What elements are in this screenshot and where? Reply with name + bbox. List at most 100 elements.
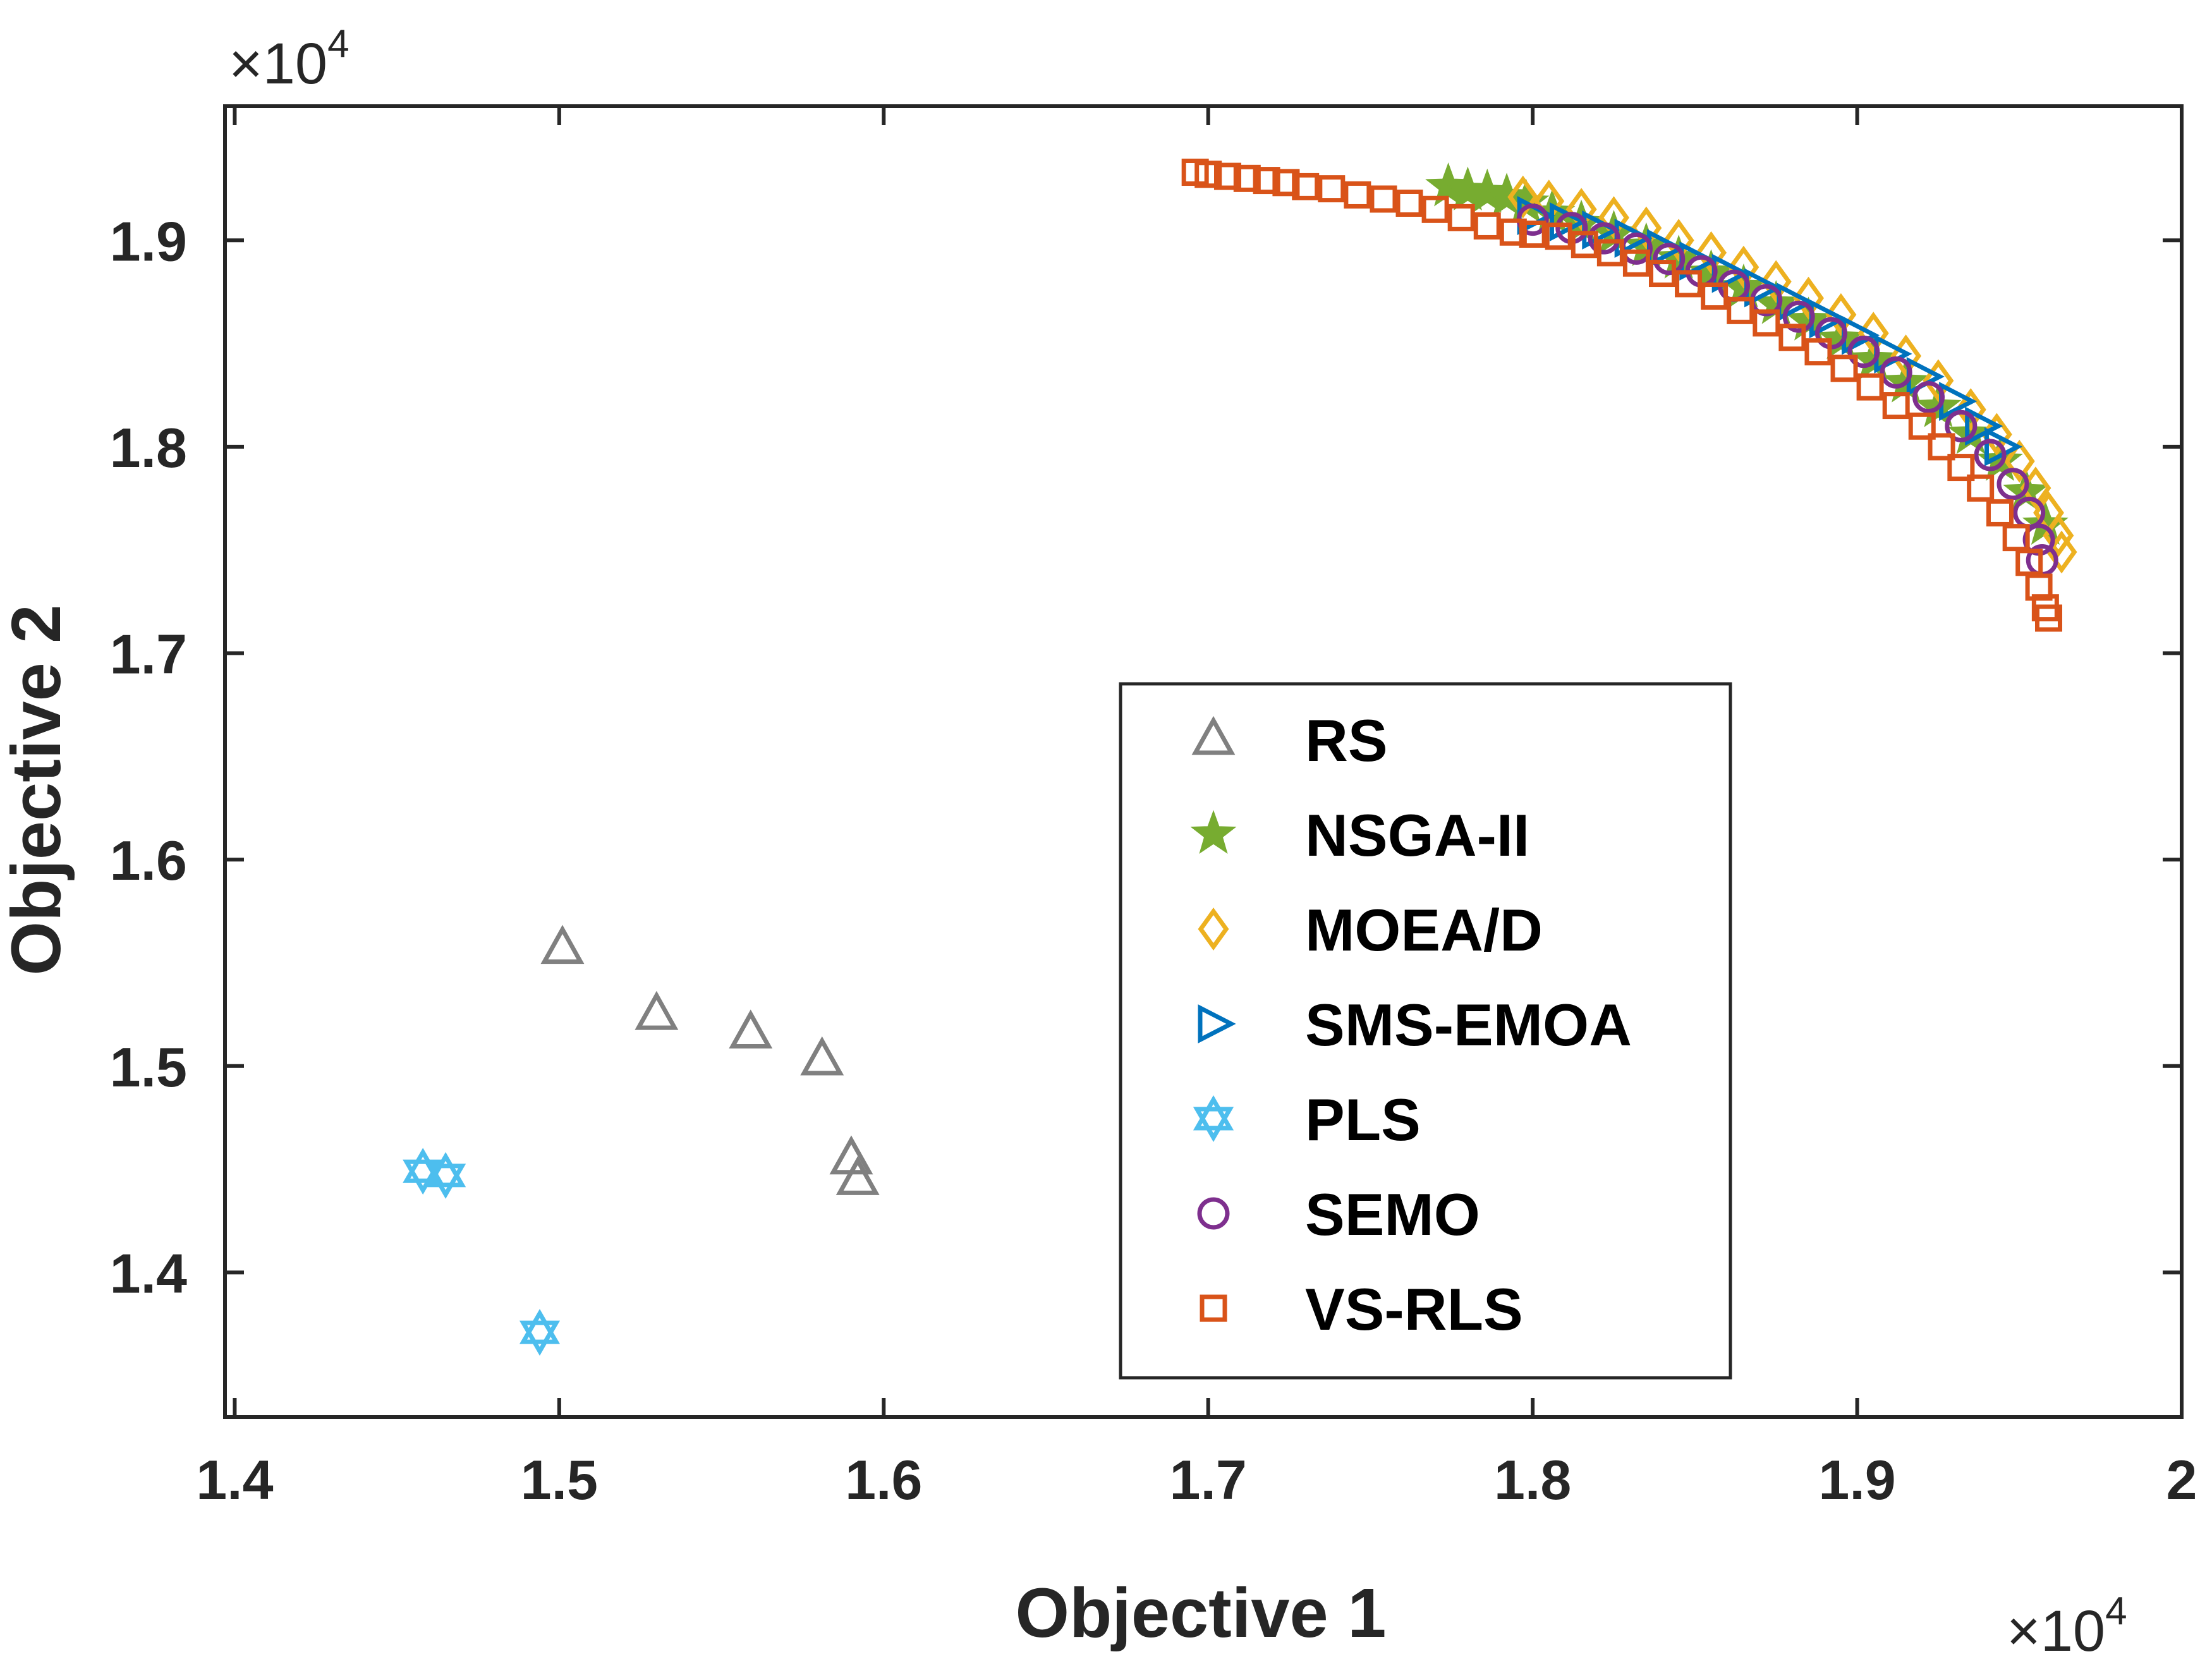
data-point-moea-d: [1825, 293, 1857, 336]
x-tick-label: 1.8: [1494, 1449, 1571, 1511]
data-point-rs: [800, 1036, 844, 1076]
data-point-pls-up: [425, 1152, 466, 1188]
data-point-vs-rls: [1499, 218, 1527, 246]
data-point-semo: [1912, 381, 1945, 414]
y-tick-label: 1.4: [110, 1242, 187, 1304]
y-tick-label: 1.5: [110, 1036, 187, 1098]
legend-item-sms-emoa: SMS-EMOA: [1198, 992, 1632, 1058]
data-point-nsga-ii: [1947, 410, 1994, 454]
data-point-vs-rls: [1675, 270, 1703, 298]
x-tick-label: 1.5: [521, 1449, 598, 1511]
data-point-pls: [519, 1309, 561, 1356]
x-axis-ticks: 1.4 1.5 1.6 1.7 1.8 1.9 2: [196, 106, 2197, 1511]
data-point-vs-rls: [1318, 175, 1346, 203]
data-point-semo: [1880, 356, 1912, 389]
data-point-moea-d: [1857, 312, 1889, 355]
legend-marker-nsga-ii: [1190, 810, 1237, 854]
y-multiplier-base: ×10: [229, 32, 327, 96]
data-point-vs-rls: [1214, 162, 1242, 190]
y-axis-multiplier: ×104: [229, 22, 349, 96]
data-point-moea-d: [1760, 260, 1792, 303]
data-point-vs-rls: [1856, 373, 1884, 401]
data-point-pls-down: [403, 1159, 444, 1195]
data-point-vs-rls: [1701, 282, 1729, 310]
legend-item-moea-d: MOEA/D: [1198, 897, 1543, 963]
data-point-pls-up: [519, 1309, 561, 1344]
y-axis-ticks: 1.4 1.5 1.6 1.7 1.8 1.9: [110, 210, 2182, 1304]
data-point-pls: [425, 1152, 466, 1199]
data-point-vs-rls: [1753, 309, 1780, 337]
data-point-moea-d: [1507, 175, 1539, 219]
legend: RS NSGA-II MOEA/D SMS-EMOA PLS SEMO VS-RLS: [1119, 682, 1732, 1380]
data-point-semo: [1653, 243, 1686, 276]
data-point-vs-rls: [1253, 167, 1280, 195]
data-point-moea-d: [1696, 231, 1727, 274]
series-pls: [403, 1148, 561, 1356]
data-point-vs-rls: [1778, 324, 1806, 351]
data-point-moea-d: [1663, 219, 1694, 262]
data-point-moea-d: [1955, 388, 1986, 432]
data-point-rs: [635, 990, 679, 1030]
data-point-moea-d: [2003, 439, 2035, 483]
y-tick-label: 1.8: [110, 416, 187, 479]
data-point-moea-d: [1533, 179, 1565, 223]
data-point-vs-rls: [1447, 204, 1475, 231]
data-point-vs-rls: [1571, 231, 1598, 258]
data-point-semo: [1945, 410, 1978, 442]
series-rs: [540, 925, 880, 1195]
data-point-rs: [836, 1156, 880, 1195]
legend-marker-pls-up: [1193, 1095, 1234, 1131]
data-point-vs-rls: [1344, 181, 1371, 209]
data-point-vs-rls: [1194, 161, 1222, 188]
legend-label-semo: SEMO: [1305, 1181, 1480, 1248]
data-point-vs-rls: [1649, 260, 1677, 288]
data-point-semo: [1974, 439, 2007, 471]
data-point-moea-d: [1728, 245, 1759, 289]
data-point-nsga-ii: [1850, 336, 1897, 380]
legend-marker-sms-emoa: [1198, 1004, 1236, 1043]
data-point-moea-d: [1631, 206, 1662, 250]
data-point-vs-rls: [1421, 195, 1449, 223]
y-axis-label: Objective 2: [0, 605, 75, 976]
legend-label-pls: PLS: [1305, 1086, 1421, 1153]
x-tick-label: 1.6: [845, 1449, 922, 1511]
x-tick-label: 2: [2166, 1449, 2197, 1511]
x-tick-label: 1.7: [1170, 1449, 1247, 1511]
legend-marker-pls: [1193, 1095, 1234, 1142]
data-point-vs-rls: [1967, 474, 1995, 502]
data-point-vs-rls: [1233, 164, 1261, 192]
legend-item-pls: PLS: [1193, 1086, 1421, 1153]
x-multiplier-base: ×10: [2007, 1599, 2105, 1659]
legend-label-moea-d: MOEA/D: [1305, 897, 1543, 963]
legend-marker-semo: [1197, 1197, 1230, 1230]
y-tick-label: 1.9: [110, 210, 187, 272]
legend-item-semo: SEMO: [1197, 1181, 1480, 1248]
data-point-vs-rls: [1622, 249, 1650, 277]
data-point-vs-rls: [1908, 412, 1936, 440]
x-tick-label: 1.4: [196, 1449, 273, 1511]
data-point-moea-d: [1565, 188, 1597, 231]
data-point-pls-down: [425, 1164, 466, 1199]
data-point-vs-rls: [1882, 392, 1910, 420]
y-tick-label: 1.6: [110, 829, 187, 892]
data-point-semo: [1782, 300, 1815, 333]
data-point-vs-rls: [1727, 296, 1754, 324]
legend-item-vs-rls: VS-RLS: [1200, 1276, 1523, 1342]
data-point-vs-rls: [1596, 239, 1624, 267]
legend-item-nsga-ii: NSGA-II: [1190, 802, 1529, 868]
data-point-sms-emoa: [1965, 406, 2003, 446]
data-series: [403, 159, 2077, 1356]
data-point-moea-d: [1923, 359, 1954, 403]
data-point-moea-d: [1793, 276, 1825, 320]
legend-item-rs: RS: [1191, 707, 1388, 774]
data-point-vs-rls: [2034, 604, 2062, 632]
legend-marker-rs: [1191, 715, 1236, 755]
x-tick-label: 1.9: [1818, 1449, 1895, 1511]
data-point-vs-rls: [1947, 454, 1975, 482]
data-point-nsga-ii: [1818, 315, 1864, 360]
data-point-rs: [540, 925, 585, 964]
data-point-vs-rls: [1545, 222, 1572, 250]
data-point-moea-d: [1598, 196, 1629, 240]
series-vs-rls: [1181, 159, 2062, 632]
